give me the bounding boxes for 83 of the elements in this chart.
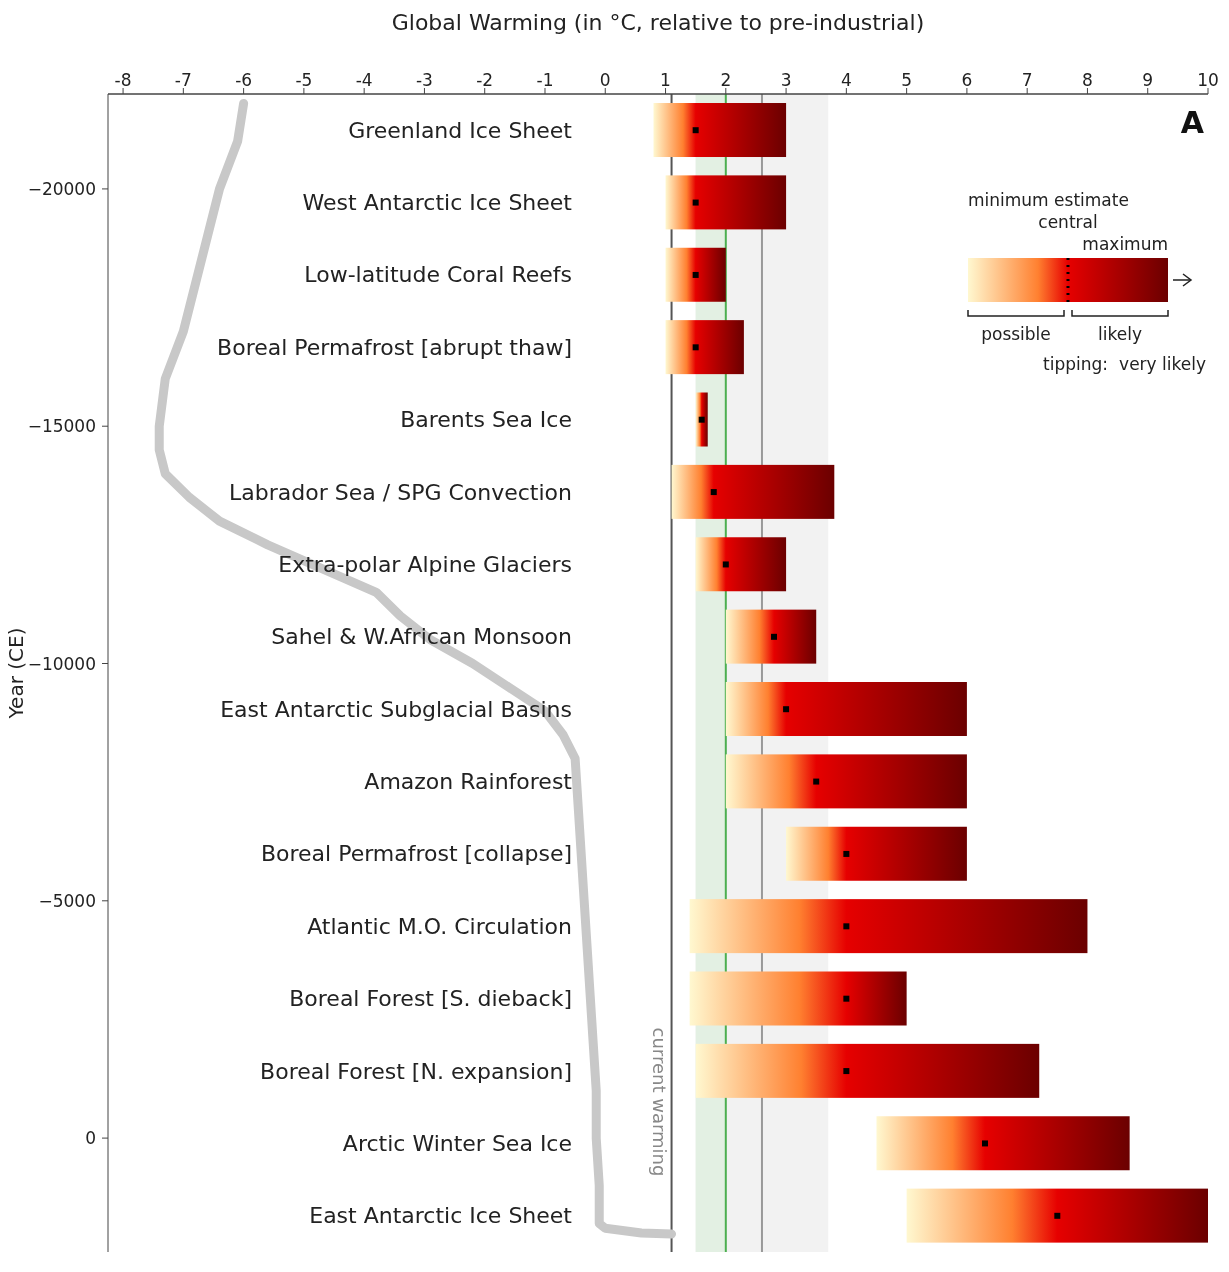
bar (906, 1188, 1208, 1243)
y-tick-label: 0 (85, 1128, 96, 1149)
point (692, 344, 699, 351)
bar (689, 971, 907, 1026)
x-tick-label: 2 (720, 70, 732, 90)
y-tick-label: Sahel & W.African Monsoon (271, 624, 572, 650)
point (783, 706, 790, 713)
annotation: maximum (1082, 234, 1168, 254)
y-tick-label: Labrador Sea / SPG Convection (229, 479, 572, 505)
x-tick-label: 4 (840, 70, 852, 90)
annotation: tipping: (1043, 354, 1108, 374)
x-tick-label: -2 (476, 70, 494, 90)
point (843, 995, 850, 1002)
point (698, 416, 705, 423)
point (692, 127, 699, 134)
y-tick-label: Extra-polar Alpine Glaciers (278, 551, 572, 577)
y-tick-label: −5000 (38, 890, 96, 911)
annotation: possible (981, 324, 1051, 344)
point (771, 633, 778, 640)
bar (695, 1043, 1040, 1098)
x-tick-label: 0 (599, 70, 611, 90)
bar (725, 682, 967, 737)
y-tick-label: Atlantic M.O. Circulation (307, 913, 572, 939)
bar (671, 464, 835, 519)
bar (653, 103, 787, 158)
x-tick-label: -3 (415, 70, 433, 90)
y-tick-label: Boreal Permafrost [collapse] (260, 841, 572, 867)
x-tick-label: 8 (1082, 70, 1093, 90)
y-tick-label: East Antarctic Subglacial Basins (220, 696, 572, 722)
x-tick-label: -5 (295, 70, 313, 90)
annotation: very likely (1119, 354, 1206, 374)
bar (876, 1116, 1130, 1171)
x-tick-label: 1 (660, 70, 671, 90)
point (1054, 1212, 1061, 1219)
bar (665, 320, 744, 375)
point (981, 1140, 988, 1147)
point (710, 489, 717, 496)
x-tick-label: 10 (1197, 70, 1219, 90)
y-tick-label: −15000 (27, 416, 96, 437)
x-tick-label: -1 (536, 70, 554, 90)
y-tick-label: Boreal Permafrost [abrupt thaw] (217, 334, 572, 360)
annotation: minimum estimate (968, 190, 1129, 210)
y-tick-label: −10000 (27, 653, 96, 674)
x-tick-label: -8 (114, 70, 132, 90)
x-axis-title: Global Warming (in °C, relative to pre-industrial) (391, 9, 925, 35)
bar (725, 609, 817, 664)
y-tick-label: Boreal Forest [S. dieback] (289, 986, 572, 1012)
annotation: central (1038, 212, 1098, 232)
bar (695, 392, 708, 447)
bar (665, 175, 787, 230)
bar (786, 826, 967, 881)
x-tick-label: 6 (961, 70, 973, 90)
annotation: A (1180, 105, 1205, 140)
point (843, 923, 850, 930)
point (722, 561, 729, 568)
x-tick-label: -4 (355, 70, 373, 90)
y-axis-title: Year (CE) (4, 627, 29, 720)
x-tick-label: 3 (780, 70, 792, 90)
point (813, 778, 820, 785)
bar (695, 537, 787, 592)
point (692, 199, 699, 206)
ref-line-label: current warming (649, 1027, 671, 1177)
y-tick-label: −20000 (27, 178, 96, 199)
bar (689, 899, 1088, 954)
y-tick-label: Barents Sea Ice (400, 407, 572, 433)
x-tick-label: -6 (235, 70, 253, 90)
y-tick-label: Low-latitude Coral Reefs (304, 262, 572, 288)
y-tick-label: Boreal Forest [N. expansion] (260, 1058, 572, 1084)
point (843, 850, 850, 857)
x-tick-label: 5 (901, 70, 913, 90)
x-tick-label: -7 (174, 70, 192, 90)
bar (665, 247, 726, 302)
y-tick-label: East Antarctic Ice Sheet (309, 1203, 573, 1229)
x-tick-label: 9 (1142, 70, 1154, 90)
y-tick-label: West Antarctic Ice Sheet (302, 190, 573, 216)
point (692, 271, 699, 278)
bar (725, 754, 967, 809)
y-tick-label: Greenland Ice Sheet (348, 117, 573, 143)
annotation: likely (1098, 324, 1142, 344)
y-tick-label: Arctic Winter Sea Ice (342, 1130, 572, 1156)
point (843, 1068, 850, 1075)
y-tick-label: Amazon Rainforest (364, 769, 573, 795)
x-tick-label: 7 (1021, 70, 1033, 90)
